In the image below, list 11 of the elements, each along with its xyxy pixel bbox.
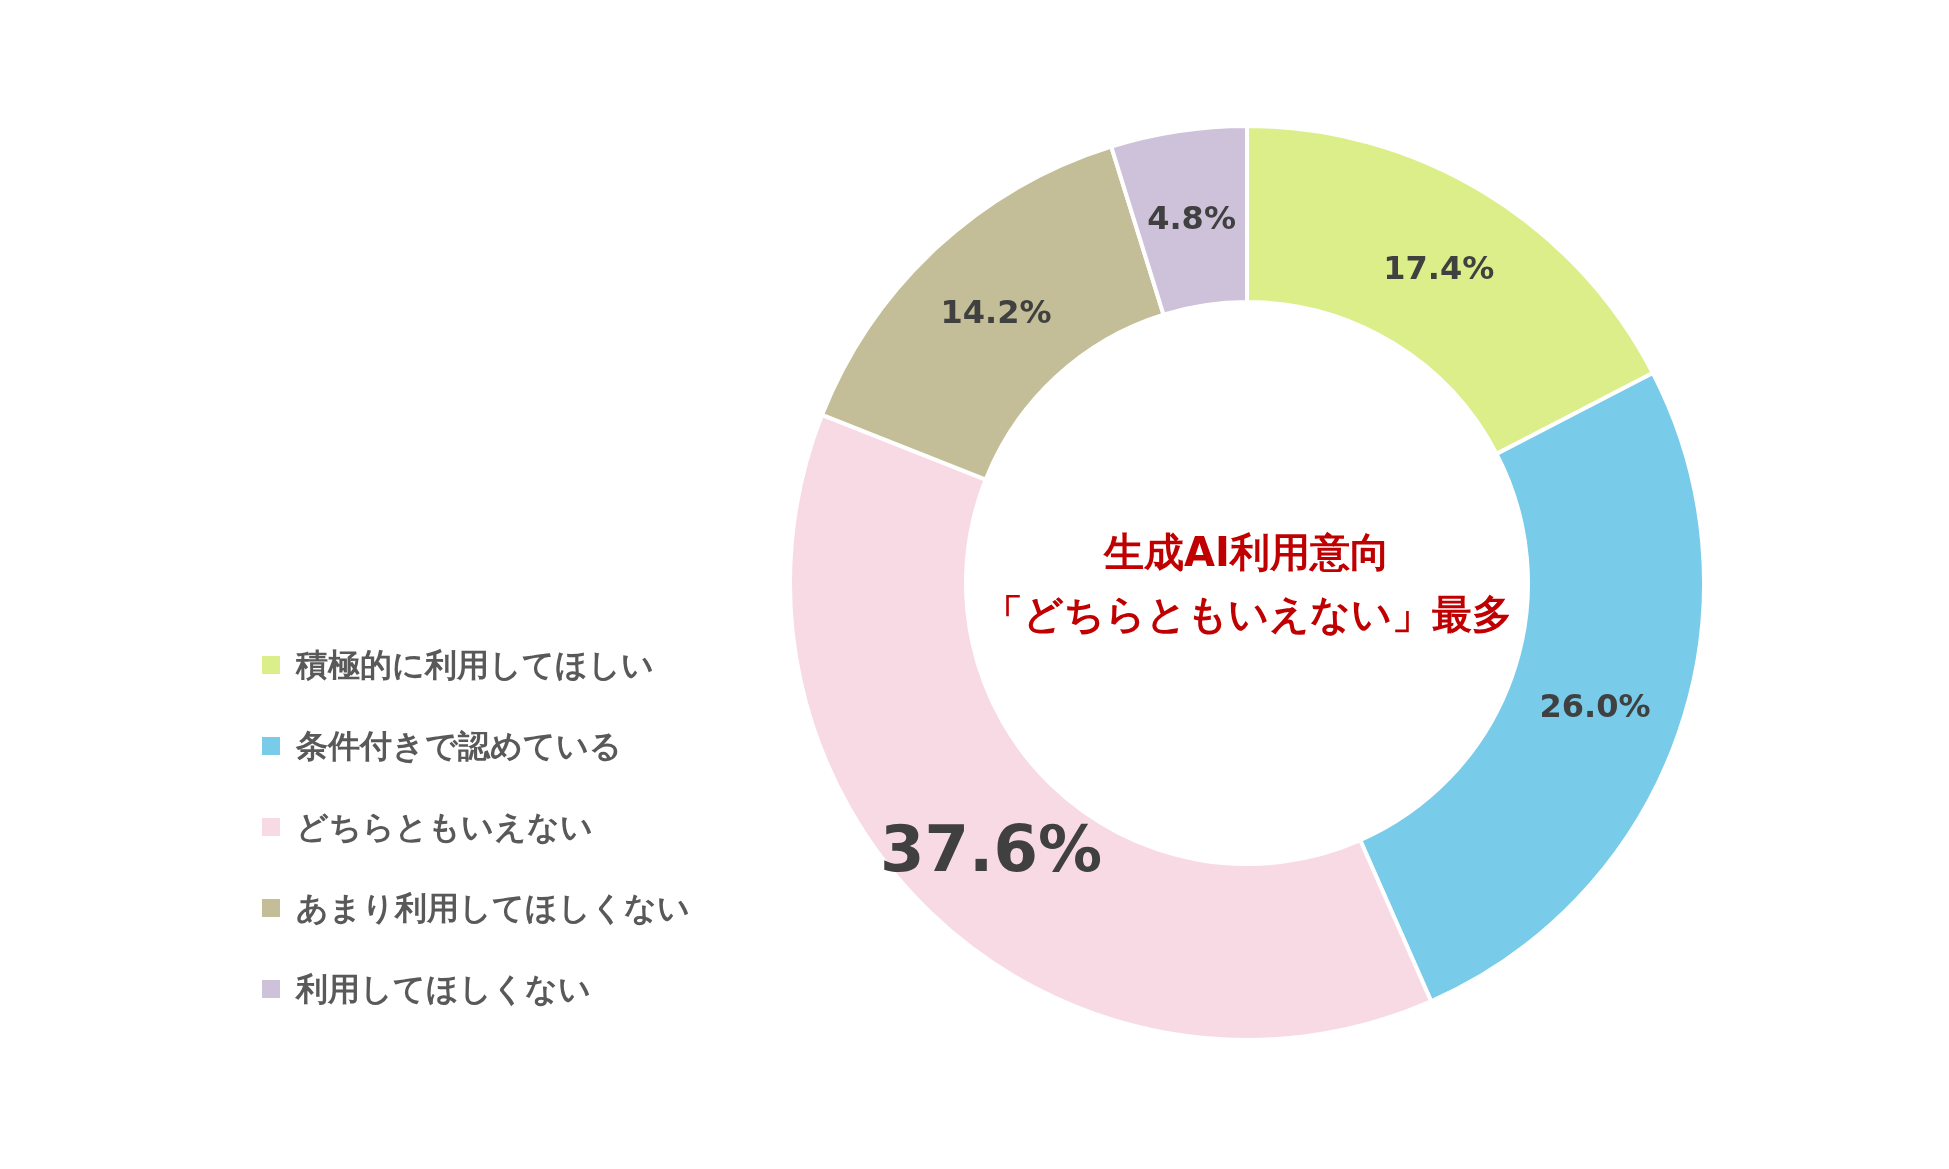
data-label: 37.6%: [880, 811, 1103, 886]
legend-label: 積極的に利用してほしい: [295, 646, 654, 684]
legend-label: 条件付きで認めている: [295, 727, 622, 765]
legend-label: あまり利用してほしくない: [296, 889, 690, 927]
data-label: 4.8%: [1147, 199, 1236, 238]
data-label: 14.2%: [940, 293, 1052, 332]
data-label: 26.0%: [1539, 686, 1651, 725]
legend-label: 利用してほしくない: [294, 970, 591, 1008]
legend-label: どちらともいえない: [296, 808, 593, 846]
center-text: 生成AI利用意向 「どちらともいえない」最多: [982, 529, 1512, 637]
data-label: 17.4%: [1383, 248, 1495, 287]
